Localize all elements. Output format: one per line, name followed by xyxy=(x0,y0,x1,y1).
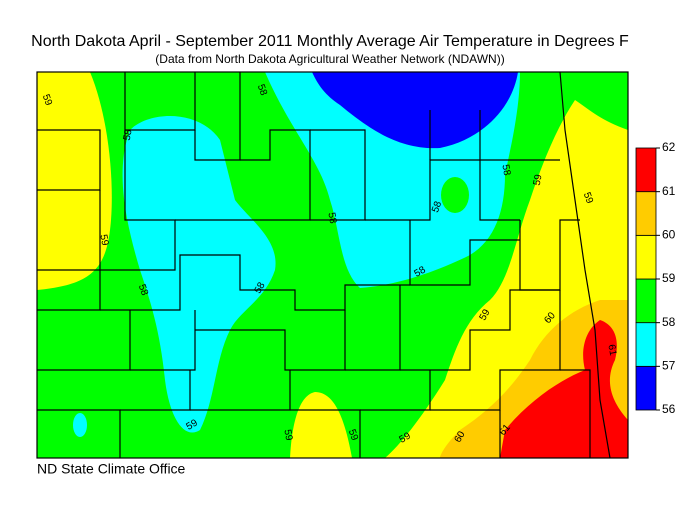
legend-tick-label: 56 xyxy=(662,402,676,416)
contour-label: 59 xyxy=(97,234,110,247)
legend-swatch xyxy=(635,278,657,324)
temperature-zones xyxy=(37,72,628,458)
contour-label: 59 xyxy=(185,417,201,432)
legend-swatch xyxy=(635,365,657,411)
zone xyxy=(290,392,352,458)
contour-label: 58 xyxy=(253,280,268,296)
legend-tick-label: 61 xyxy=(662,184,676,198)
zone xyxy=(73,413,87,437)
footer: ND State Climate Office xyxy=(37,461,186,477)
contour-label: 58 xyxy=(413,264,429,279)
legend-tick-label: 59 xyxy=(662,271,676,285)
contour-label: 58 xyxy=(499,164,512,177)
legend-swatch xyxy=(635,234,657,280)
contour-label: 59 xyxy=(398,430,414,445)
zone xyxy=(122,116,276,433)
title: North Dakota April - September 2011 Mont… xyxy=(31,33,629,50)
legend: 56 57 58 59 60 61 62 xyxy=(635,140,676,416)
zone xyxy=(37,72,112,290)
zone xyxy=(312,72,518,149)
subtitle: (Data from North Dakota Agricultural Wea… xyxy=(155,52,504,66)
contour-label: 58 xyxy=(325,212,338,225)
zone xyxy=(500,320,628,458)
legend-tick-label: 57 xyxy=(662,359,676,373)
contour-label: 61 xyxy=(605,344,618,357)
contour-label: 59 xyxy=(40,93,54,108)
contour-label: 58 xyxy=(255,83,269,98)
contour-label: 60 xyxy=(453,429,468,445)
legend-swatch xyxy=(635,191,657,236)
county-lines xyxy=(36,71,629,459)
contour-label: 59 xyxy=(581,191,595,206)
legend-swatch xyxy=(635,147,657,193)
legend-tick-label: 62 xyxy=(662,140,676,154)
contour-label: 59 xyxy=(532,173,545,186)
contour-label: 58 xyxy=(430,200,444,215)
contour-label: 59 xyxy=(478,307,493,323)
contour-label: 59 xyxy=(281,429,294,442)
contour-label: 58 xyxy=(136,283,150,298)
legend-tick-label: 60 xyxy=(662,228,676,242)
contour-label: 58 xyxy=(122,128,135,141)
legend-tick-label: 58 xyxy=(662,315,676,329)
legend-swatch xyxy=(635,322,657,367)
contour-label: 59 xyxy=(346,428,360,443)
zone xyxy=(441,177,469,213)
